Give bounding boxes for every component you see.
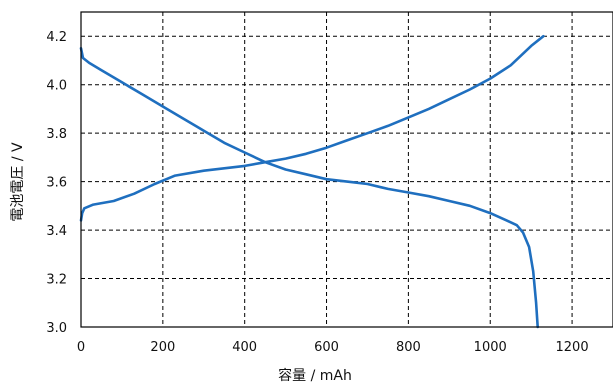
grid: [81, 12, 613, 327]
y-tick-label: 3.0: [46, 321, 67, 336]
charge-curve: [79, 34, 545, 222]
discharge-curve: [79, 47, 539, 329]
y-tick-label: 3.2: [46, 273, 67, 288]
x-tick-label: 600: [314, 340, 339, 355]
x-tick-label: 0: [77, 340, 85, 355]
y-axis-label: 電池電圧 / V: [10, 142, 26, 222]
y-tick-label: 4.2: [46, 30, 67, 45]
x-tick-label: 1200: [556, 340, 589, 355]
y-tick-label: 3.8: [46, 127, 67, 142]
x-tick-labels: 0 200 400 600 800 1000 1200: [77, 340, 589, 355]
y-tick-label: 3.4: [46, 224, 67, 239]
x-tick-label: 1000: [474, 340, 507, 355]
y-tick-label: 3.6: [46, 176, 67, 191]
y-tick-label: 4.0: [46, 79, 67, 94]
x-tick-label: 200: [150, 340, 175, 355]
plot-frame: [80, 11, 613, 328]
series-lines: [79, 34, 545, 329]
x-tick-label: 400: [232, 340, 257, 355]
x-axis-label: 容量 / mAh: [278, 367, 352, 384]
y-tick-labels: 3.0 3.2 3.4 3.6 3.8 4.0 4.2: [46, 30, 67, 336]
x-tick-label: 800: [396, 340, 421, 355]
